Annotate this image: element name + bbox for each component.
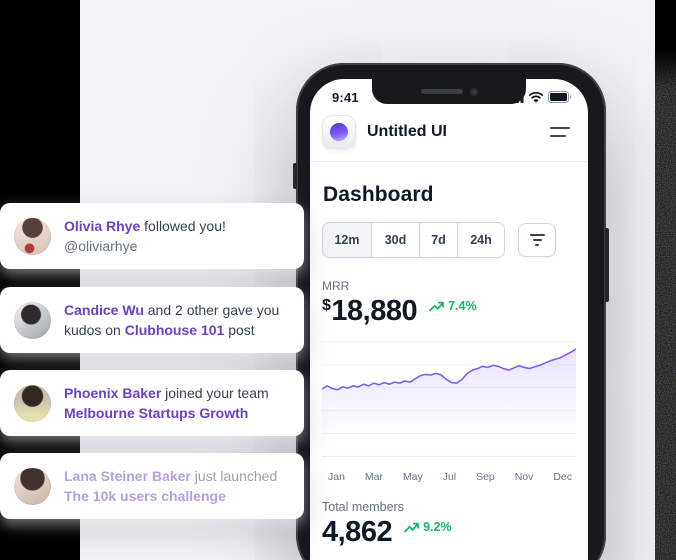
x-label: Dec [553,471,572,484]
mrr-value-row: $18,880 7.4% [322,296,576,326]
camera-dot [469,87,478,96]
range-tab-group: 12m 30d 7d 24h [322,222,505,258]
range-controls: 12m 30d 7d 24h [322,222,576,258]
notification-text: Candice Wu and 2 other gave you kudos on… [64,302,280,338]
app-name: Untitled UI [367,123,447,140]
filter-lines-icon [529,234,545,246]
members-change: 9.2% [423,520,452,535]
app-header: Untitled UI [310,107,588,161]
mrr-change: 7.4% [448,299,477,313]
speaker-slot [420,89,463,94]
notification-card-lana[interactable]: Lana Steiner Baker just launched The 10k… [0,453,304,519]
menu-icon[interactable] [548,123,572,141]
notification-card-phoenix[interactable]: Phoenix Baker joined your team Melbourne… [0,370,304,436]
noise-texture-strip [655,0,676,560]
notification-card-candice[interactable]: Candice Wu and 2 other gave you kudos on… [0,287,304,353]
trend-up-icon [404,522,419,533]
status-time: 9:41 [332,89,359,105]
mrr-trend-badge: 7.4% [429,299,477,313]
header-divider [310,161,588,162]
avatar [14,301,51,339]
x-label: Sep [476,471,495,484]
phone-screen: 9:41 [310,79,588,560]
battery-icon [548,91,572,103]
mrr-label: MRR [322,279,350,293]
notification-card-olivia[interactable]: Olivia Rhye followed you! @oliviarhye [0,203,304,269]
notification-text: Phoenix Baker joined your team Melbourne… [64,385,269,421]
notification-text: Olivia Rhye followed you! @oliviarhye [64,218,226,254]
x-label: Jan [328,471,345,484]
tab-12m[interactable]: 12m [323,223,372,257]
mrr-value: $18,880 [322,295,418,327]
phone-notch [372,79,526,104]
untitled-ui-logo [322,115,356,149]
tab-24h[interactable]: 24h [458,223,504,257]
avatar [14,217,51,255]
avatar [14,467,51,505]
currency-symbol: $ [322,297,331,314]
phone-mute-switch [293,163,297,189]
notification-text: Lana Steiner Baker just launched The 10k… [64,468,278,504]
wifi-icon [528,91,544,103]
phone-power-button [605,228,609,302]
logo-orb-icon [330,123,348,141]
x-label: Mar [364,471,383,484]
members-trend-badge: 9.2% [404,520,452,534]
phone-mockup: 9:41 [293,63,609,560]
filter-button[interactable] [518,223,556,257]
members-value-row: 4,862 9.2% [322,516,576,549]
dashboard-content: Dashboard 12m 30d 7d 24h MRR $18,880 [310,183,588,548]
tab-7d[interactable]: 7d [420,223,458,257]
tab-30d[interactable]: 30d [372,223,420,257]
mrr-chart-container: Jan Mar May Jul Sep Nov Dec [322,340,576,483]
mrr-area-chart [322,341,576,458]
total-members-label: Total members [322,500,404,515]
chart-x-axis-labels: Jan Mar May Jul Sep Nov Dec [322,464,576,483]
x-label: Nov [514,471,534,484]
trend-up-icon [429,301,445,311]
members-value: 4,862 [322,516,393,549]
page-title: Dashboard [323,183,434,206]
x-label: Jul [442,471,457,484]
avatar [14,384,51,422]
x-label: May [402,471,423,484]
